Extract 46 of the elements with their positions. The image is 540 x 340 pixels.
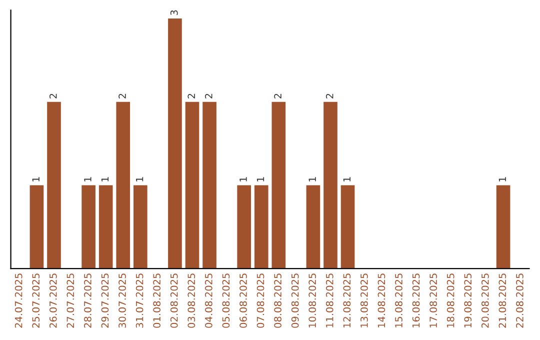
data-label: 1 [136, 177, 144, 182]
x-tick-label: 27.07.2025 [66, 274, 74, 328]
x-tick-label: 22.08.2025 [516, 274, 524, 328]
x-tick-label: 04.08.2025 [204, 274, 212, 328]
x-tick-label: 31.07.2025 [136, 274, 144, 328]
data-label: 1 [498, 177, 506, 182]
data-label: 2 [326, 94, 334, 98]
x-tick-label: 13.08.2025 [360, 274, 368, 328]
x-tick-label: 24.07.2025 [14, 274, 22, 328]
x-tick-label: 03.08.2025 [188, 274, 196, 328]
data-label: 1 [101, 177, 109, 182]
data-label: 1 [308, 177, 316, 182]
data-label: 2 [188, 94, 195, 98]
x-tick-label: 06.08.2025 [240, 274, 247, 328]
x-tick-label: 21.08.2025 [498, 274, 506, 328]
x-tick-label: 16.08.2025 [412, 274, 420, 328]
x-tick-label: 26.07.2025 [49, 274, 57, 328]
data-label: 2 [204, 94, 212, 98]
x-tick-label: 17.08.2025 [430, 274, 437, 328]
data-label: 1 [32, 177, 40, 182]
x-tick-label: 01.08.2025 [153, 274, 160, 328]
x-tick-label: 07.08.2025 [256, 274, 264, 328]
x-tick-label: 02.08.2025 [170, 274, 178, 328]
x-tick-label: 25.07.2025 [32, 274, 40, 328]
data-label: 1 [84, 177, 92, 182]
data-label: 2 [49, 94, 57, 98]
x-tick-label: 08.08.2025 [274, 274, 282, 328]
x-tick-label: 15.08.2025 [395, 274, 402, 328]
x-tick-label: 09.08.2025 [291, 274, 299, 328]
x-tick-label: 30.07.2025 [118, 274, 126, 328]
data-label: 2 [274, 94, 282, 98]
x-tick-label: 18.08.2025 [446, 274, 454, 328]
x-tick-label: 14.08.2025 [378, 274, 386, 328]
x-tick-label: 10.08.2025 [308, 274, 316, 328]
x-tick-label: 29.07.2025 [101, 274, 109, 328]
x-tick-label: 28.07.2025 [84, 274, 92, 328]
data-label: 3 [170, 10, 178, 16]
data-label: 1 [343, 177, 350, 182]
x-tick-label: 05.08.2025 [222, 274, 230, 328]
data-label: 1 [240, 177, 247, 182]
x-tick-label: 20.08.2025 [481, 274, 489, 328]
data-label: 2 [118, 94, 126, 98]
x-tick-label: 12.08.2025 [343, 274, 351, 328]
x-tick-label: 19.08.2025 [464, 274, 472, 328]
data-label: 1 [256, 177, 264, 182]
x-tick-label: 11.08.2025 [326, 274, 334, 328]
